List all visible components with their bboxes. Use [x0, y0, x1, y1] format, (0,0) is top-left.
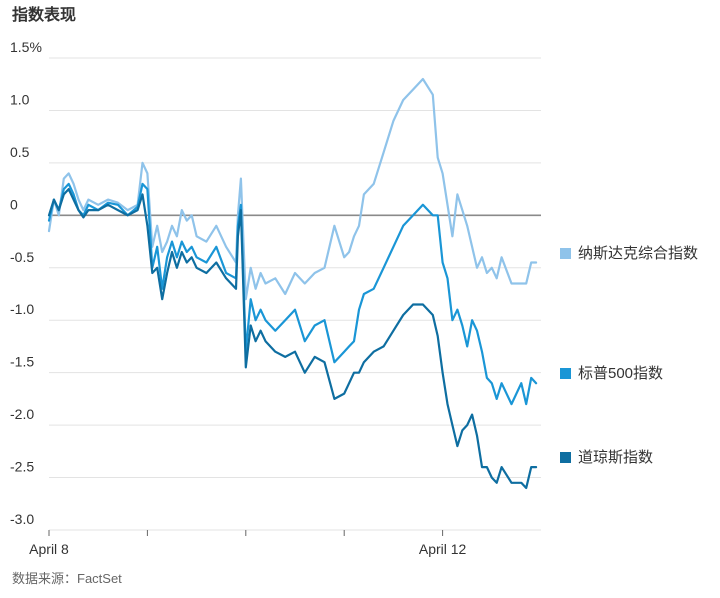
y-tick-label: -2.0	[10, 406, 34, 422]
x-axis-ticks: April 8 April 12	[29, 530, 467, 557]
legend-swatch	[560, 248, 571, 259]
y-tick-label: -1.0	[10, 301, 34, 317]
y-axis-ticks: 1.5% 1.0 0.5 0 -0.5 -1.0 -1.5 -2.0 -2.5 -3.0	[10, 39, 42, 527]
legend-label: 纳斯达克综合指数	[578, 245, 698, 262]
legend-swatch	[560, 452, 571, 463]
y-tick-label: 0.5	[10, 144, 30, 160]
grid-lines	[49, 57, 541, 531]
y-tick-label: -3.0	[10, 511, 34, 527]
series-line-2	[47, 182, 538, 406]
y-tick-label: 0	[10, 196, 18, 212]
source-note: 数据来源：FactSet	[12, 571, 122, 586]
y-tick-label: -1.5	[10, 354, 34, 370]
y-tick-label: -2.5	[10, 459, 34, 475]
series-lines	[47, 77, 538, 490]
x-tick-label: April 12	[419, 541, 467, 557]
y-tick-label: -0.5	[10, 249, 34, 265]
series-line-1	[47, 77, 538, 301]
x-tick-label: April 8	[29, 541, 69, 557]
legend-label: 道琼斯指数	[578, 449, 653, 466]
chart-title: 指数表现	[12, 5, 76, 24]
y-tick-label: 1.5%	[10, 39, 42, 55]
series-line-3	[47, 188, 538, 490]
y-tick-label: 1.0	[10, 91, 30, 107]
legend-swatch	[560, 368, 571, 379]
legend-label: 标普500指数	[578, 365, 663, 382]
